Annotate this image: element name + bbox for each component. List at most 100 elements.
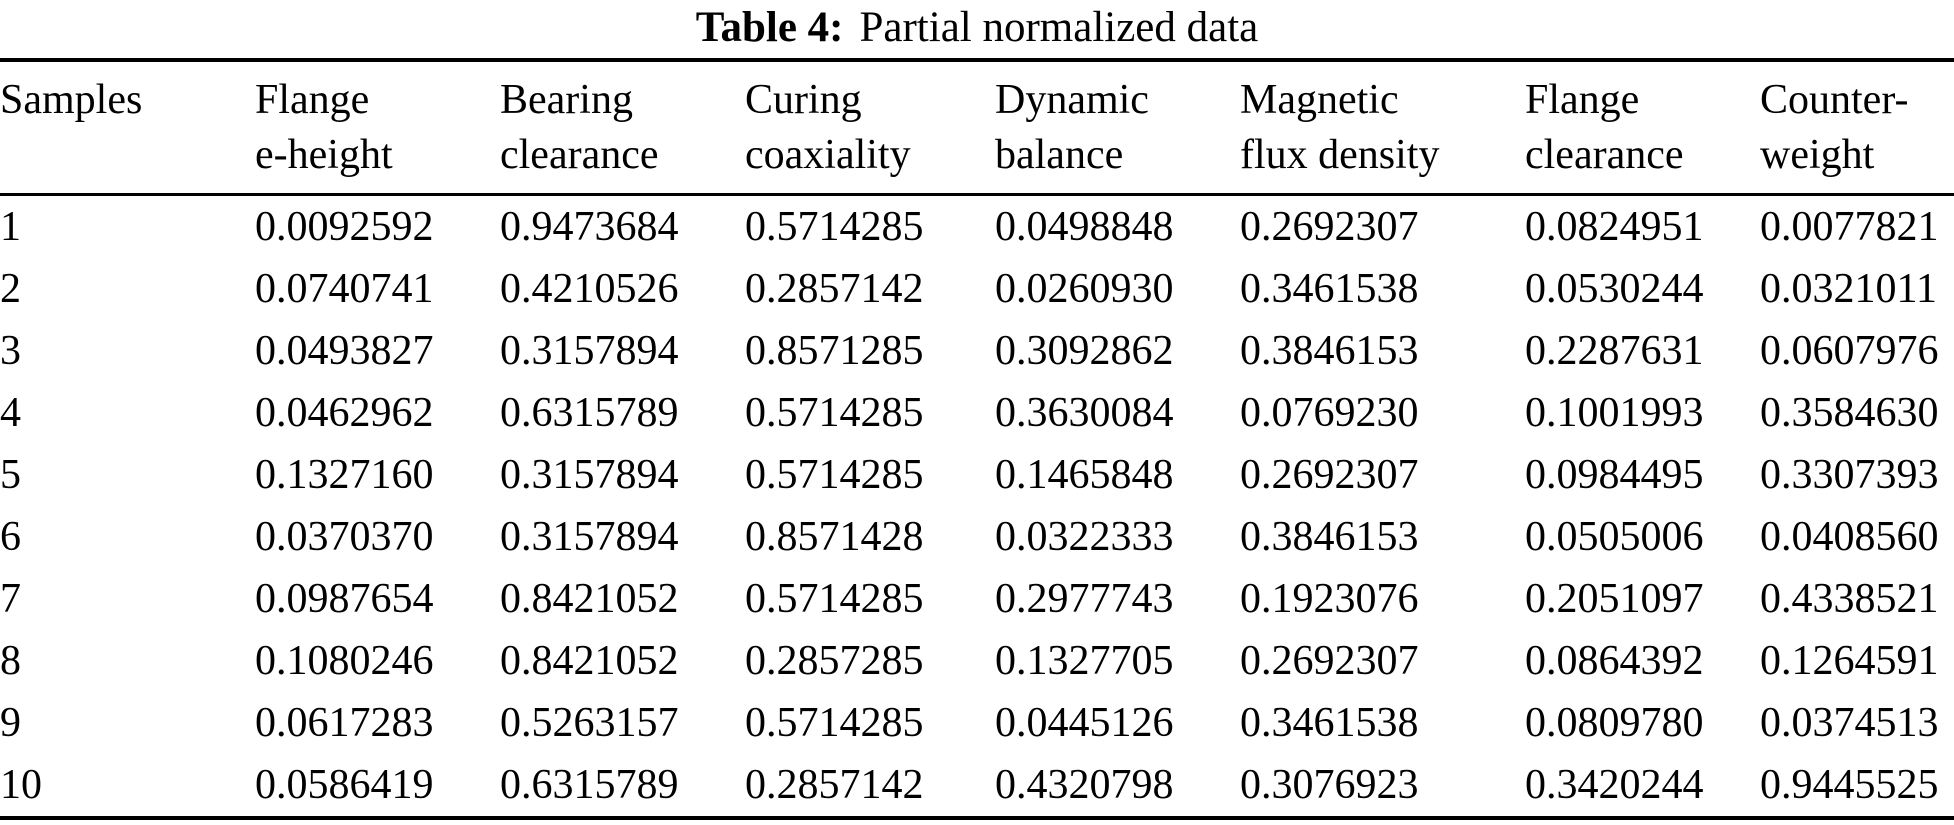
value-cell: 0.2692307 (1240, 452, 1419, 498)
column-header-line: e-height (255, 132, 393, 178)
value-cell: 0.8421052 (500, 576, 679, 622)
value-cell: 0.4320798 (995, 762, 1174, 808)
value-cell: 0.0370370 (255, 514, 434, 560)
value-cell: 0.0321011 (1760, 266, 1937, 312)
value-cell: 0.3157894 (500, 514, 679, 560)
column-header-dynamic-balance: Dynamic balance (995, 60, 1240, 196)
sample-id-cell: 5 (0, 452, 21, 498)
column-header-line: Bearing (500, 77, 633, 123)
value-cell: 0.0617283 (255, 700, 434, 746)
column-header-bearing-clearance: Bearing clearance (500, 60, 745, 196)
table-caption-label: Table 4: (695, 4, 844, 51)
column-header-counter-weight: Counter- weight (1760, 60, 1954, 196)
value-cell: 0.0824951 (1525, 204, 1704, 250)
table-header: Samples Flange e-height Bearing clearanc… (0, 60, 1954, 196)
value-cell: 0.3846153 (1240, 328, 1419, 374)
column-header-line: Magnetic (1240, 77, 1399, 123)
value-cell: 0.0607976 (1760, 328, 1939, 374)
value-cell: 0.3157894 (500, 328, 679, 374)
value-cell: 0.0740741 (255, 266, 434, 312)
value-cell: 0.4210526 (500, 266, 679, 312)
column-header-flange-clearance: Flange clearance (1525, 60, 1760, 196)
column-header-line: coaxiality (745, 132, 911, 178)
value-cell: 0.6315789 (500, 390, 679, 436)
value-cell: 0.3461538 (1240, 266, 1419, 312)
value-cell: 0.0984495 (1525, 452, 1704, 498)
sample-id-cell: 4 (0, 390, 21, 436)
value-cell: 0.8571285 (745, 328, 924, 374)
value-cell: 0.9473684 (500, 204, 679, 250)
table-row: 10 0.0586419 0.6315789 0.2857142 0.4320798 0.… (0, 754, 1954, 818)
sample-id-cell: 8 (0, 638, 21, 684)
column-header-line: clearance (500, 132, 659, 178)
value-cell: 0.2857142 (745, 762, 924, 808)
value-cell: 0.2692307 (1240, 204, 1419, 250)
value-cell: 0.2977743 (995, 576, 1174, 622)
header-row: Samples Flange e-height Bearing clearanc… (0, 60, 1954, 196)
table-caption-text: Partial normalized data (859, 4, 1259, 51)
value-cell: 0.0462962 (255, 390, 434, 436)
value-cell: 0.0445126 (995, 700, 1174, 746)
value-cell: 0.1327160 (255, 452, 434, 498)
value-cell: 0.0493827 (255, 328, 434, 374)
data-table: Samples Flange e-height Bearing clearanc… (0, 58, 1954, 820)
column-header-line: balance (995, 132, 1124, 178)
value-cell: 0.3092862 (995, 328, 1174, 374)
sample-id-cell: 2 (0, 266, 21, 312)
value-cell: 0.5714285 (745, 204, 924, 250)
table-caption: Table 4: Partial normalized data (0, 0, 1954, 58)
value-cell: 0.2692307 (1240, 638, 1419, 684)
table-row: 5 0.1327160 0.3157894 0.5714285 0.1465848 0.2… (0, 444, 1954, 506)
value-cell: 0.5714285 (745, 390, 924, 436)
value-cell: 0.0769230 (1240, 390, 1419, 436)
column-header-samples: Samples (0, 60, 255, 196)
sample-id-cell: 7 (0, 576, 21, 622)
value-cell: 0.1465848 (995, 452, 1174, 498)
value-cell: 0.2051097 (1525, 576, 1704, 622)
column-header-line: Dynamic (995, 77, 1149, 123)
value-cell: 0.0260930 (995, 266, 1174, 312)
value-cell: 0.5714285 (745, 700, 924, 746)
value-cell: 0.0374513 (1760, 700, 1939, 746)
sample-id-cell: 1 (0, 204, 21, 250)
value-cell: 0.9445525 (1760, 762, 1939, 808)
value-cell: 0.5263157 (500, 700, 679, 746)
column-header-flange-e-height: Flange e-height (255, 60, 500, 196)
column-header-line: Curing (745, 77, 862, 123)
value-cell: 0.0498848 (995, 204, 1174, 250)
table-body: 1 0.0092592 0.9473684 0.5714285 0.0498848 0.2… (0, 195, 1954, 819)
value-cell: 0.3461538 (1240, 700, 1419, 746)
table-row: 3 0.0493827 0.3157894 0.8571285 0.3092862 0.3… (0, 320, 1954, 382)
value-cell: 0.8571428 (745, 514, 924, 560)
value-cell: 0.3584630 (1760, 390, 1939, 436)
value-cell: 0.5714285 (745, 576, 924, 622)
sample-id-cell: 9 (0, 700, 21, 746)
value-cell: 0.3420244 (1525, 762, 1704, 808)
value-cell: 0.3630084 (995, 390, 1174, 436)
value-cell: 0.0322333 (995, 514, 1174, 560)
column-header-line: Flange (255, 77, 370, 123)
table-row: 9 0.0617283 0.5263157 0.5714285 0.0445126 0.3… (0, 692, 1954, 754)
value-cell: 0.6315789 (500, 762, 679, 808)
value-cell: 0.0864392 (1525, 638, 1704, 684)
column-header-magnetic-flux-density: Magnetic flux density (1240, 60, 1525, 196)
value-cell: 0.2857142 (745, 266, 924, 312)
column-header-line: weight (1760, 132, 1875, 178)
value-cell: 0.0408560 (1760, 514, 1939, 560)
value-cell: 0.3307393 (1760, 452, 1939, 498)
value-cell: 0.2287631 (1525, 328, 1704, 374)
value-cell: 0.0809780 (1525, 700, 1704, 746)
sample-id-cell: 6 (0, 514, 21, 560)
table-row: 6 0.0370370 0.3157894 0.8571428 0.0322333 0.3… (0, 506, 1954, 568)
value-cell: 0.4338521 (1760, 576, 1939, 622)
value-cell: 0.3846153 (1240, 514, 1419, 560)
value-cell: 0.1001993 (1525, 390, 1704, 436)
value-cell: 0.0077821 (1760, 204, 1939, 250)
column-header-line: Samples (0, 77, 143, 123)
value-cell: 0.0092592 (255, 204, 434, 250)
value-cell: 0.0530244 (1525, 266, 1704, 312)
value-cell: 0.1923076 (1240, 576, 1419, 622)
value-cell: 0.8421052 (500, 638, 679, 684)
column-header-line: clearance (1525, 132, 1684, 178)
